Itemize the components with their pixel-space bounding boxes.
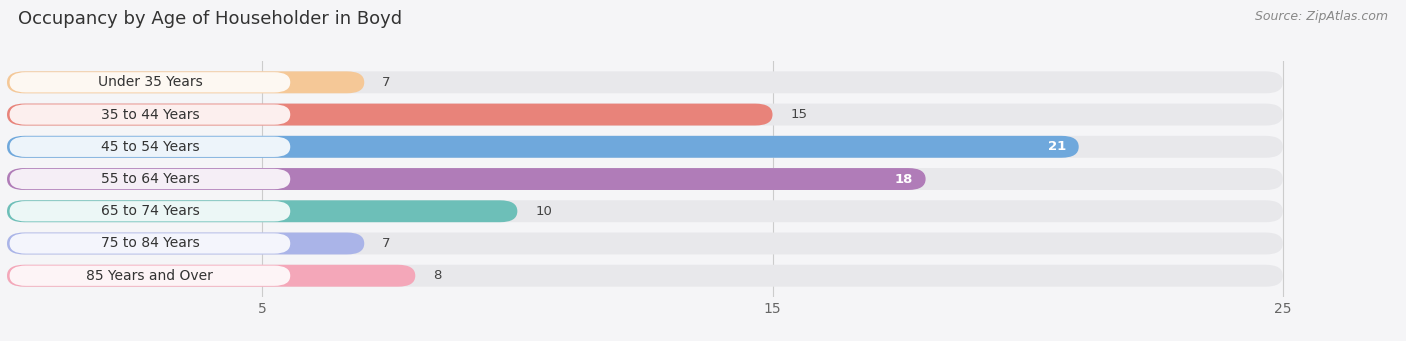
FancyBboxPatch shape xyxy=(10,266,290,286)
FancyBboxPatch shape xyxy=(7,168,1282,190)
Text: 10: 10 xyxy=(536,205,553,218)
Text: 7: 7 xyxy=(382,76,391,89)
FancyBboxPatch shape xyxy=(7,233,1282,254)
Text: 55 to 64 Years: 55 to 64 Years xyxy=(101,172,200,186)
FancyBboxPatch shape xyxy=(7,200,1282,222)
FancyBboxPatch shape xyxy=(7,136,1282,158)
FancyBboxPatch shape xyxy=(10,169,290,189)
FancyBboxPatch shape xyxy=(7,136,1078,158)
FancyBboxPatch shape xyxy=(10,233,290,254)
Text: 8: 8 xyxy=(433,269,441,282)
Text: 15: 15 xyxy=(790,108,807,121)
Text: 35 to 44 Years: 35 to 44 Years xyxy=(101,107,200,121)
Text: Source: ZipAtlas.com: Source: ZipAtlas.com xyxy=(1254,10,1388,23)
FancyBboxPatch shape xyxy=(7,104,772,125)
FancyBboxPatch shape xyxy=(10,201,290,221)
FancyBboxPatch shape xyxy=(7,168,925,190)
Text: Under 35 Years: Under 35 Years xyxy=(97,75,202,89)
Text: Occupancy by Age of Householder in Boyd: Occupancy by Age of Householder in Boyd xyxy=(18,10,402,28)
Text: 85 Years and Over: 85 Years and Over xyxy=(87,269,214,283)
Text: 75 to 84 Years: 75 to 84 Years xyxy=(101,237,200,251)
FancyBboxPatch shape xyxy=(7,200,517,222)
Text: 21: 21 xyxy=(1047,140,1066,153)
FancyBboxPatch shape xyxy=(7,233,364,254)
Text: 65 to 74 Years: 65 to 74 Years xyxy=(101,204,200,218)
FancyBboxPatch shape xyxy=(7,71,364,93)
Text: 18: 18 xyxy=(894,173,912,186)
FancyBboxPatch shape xyxy=(10,72,290,92)
Text: 45 to 54 Years: 45 to 54 Years xyxy=(101,140,200,154)
FancyBboxPatch shape xyxy=(10,137,290,157)
FancyBboxPatch shape xyxy=(7,265,415,287)
FancyBboxPatch shape xyxy=(7,71,1282,93)
FancyBboxPatch shape xyxy=(7,265,1282,287)
Text: 7: 7 xyxy=(382,237,391,250)
FancyBboxPatch shape xyxy=(10,104,290,125)
FancyBboxPatch shape xyxy=(7,104,1282,125)
